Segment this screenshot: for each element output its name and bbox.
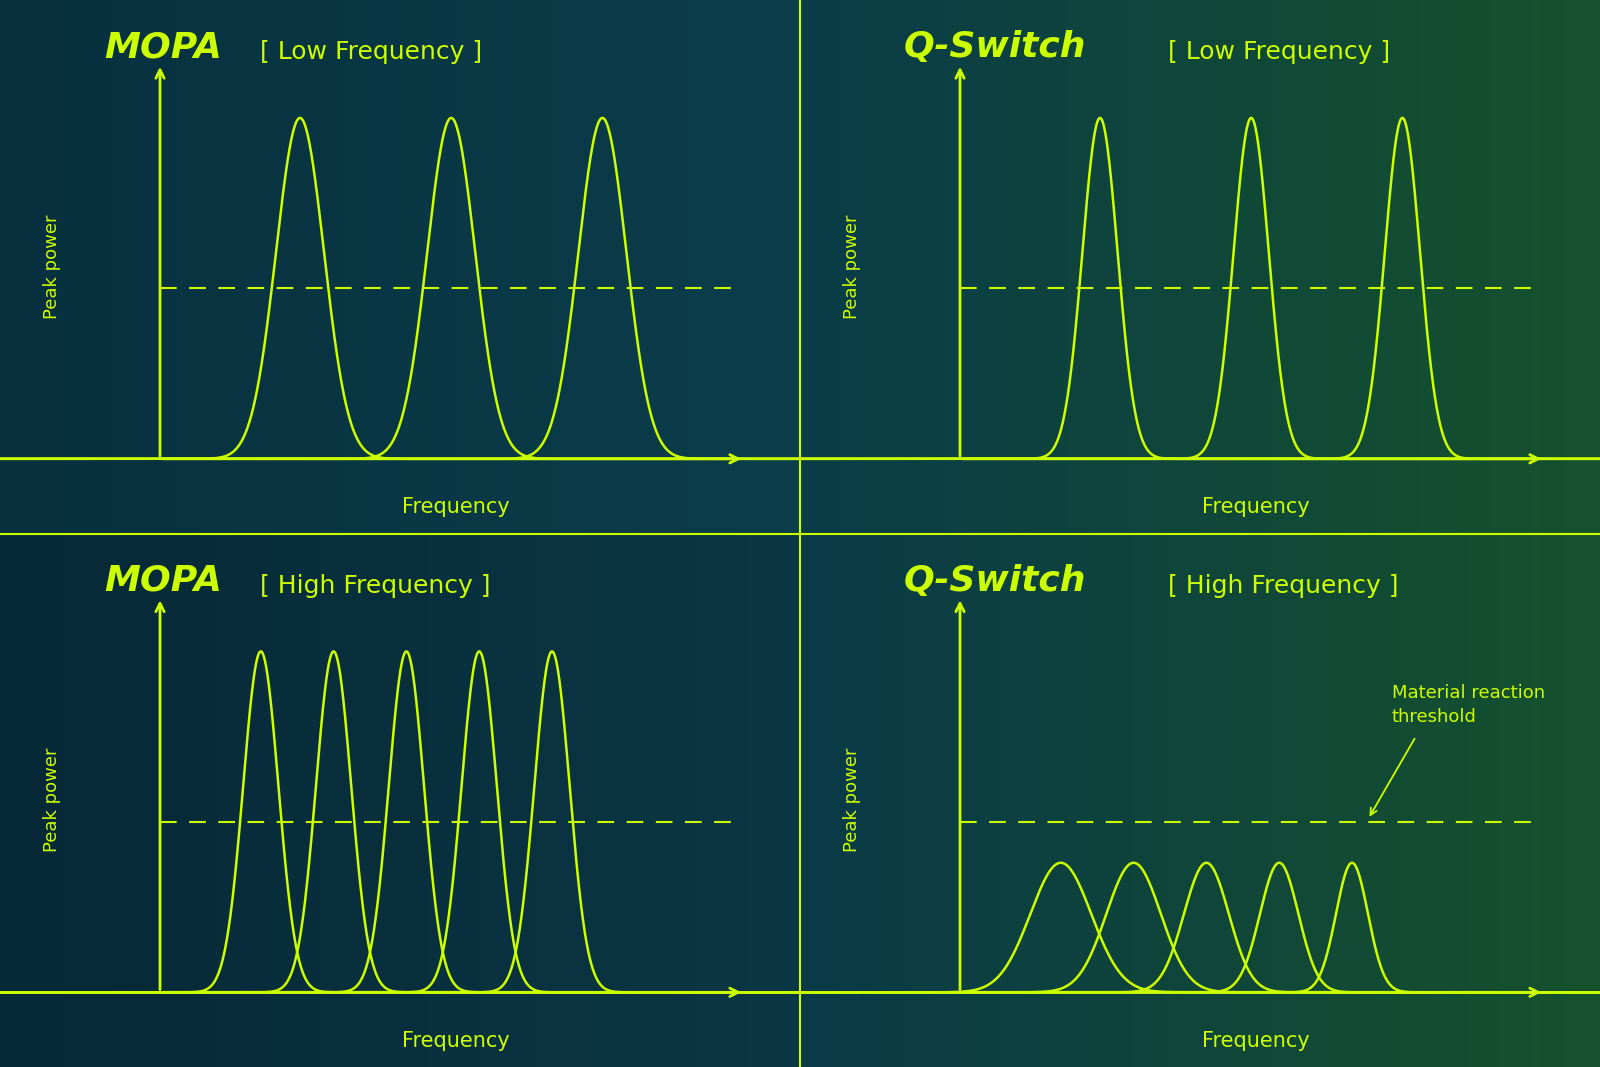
Text: Q-Switch: Q-Switch — [904, 563, 1086, 598]
Text: Frequency: Frequency — [402, 497, 510, 517]
Text: Peak power: Peak power — [43, 214, 61, 319]
Text: MOPA: MOPA — [104, 30, 222, 64]
Text: Peak power: Peak power — [843, 214, 861, 319]
Text: [ High Frequency ]: [ High Frequency ] — [1152, 574, 1398, 598]
Text: Peak power: Peak power — [43, 748, 61, 853]
Text: Q-Switch: Q-Switch — [904, 30, 1086, 64]
Text: [ High Frequency ]: [ High Frequency ] — [243, 574, 491, 598]
Text: Peak power: Peak power — [843, 748, 861, 853]
Text: Frequency: Frequency — [1202, 497, 1310, 517]
Text: [ Low Frequency ]: [ Low Frequency ] — [243, 41, 482, 64]
Text: Frequency: Frequency — [1202, 1031, 1310, 1051]
Text: [ Low Frequency ]: [ Low Frequency ] — [1152, 41, 1390, 64]
Text: Frequency: Frequency — [402, 1031, 510, 1051]
Text: Material reaction
threshold: Material reaction threshold — [1392, 684, 1546, 726]
Text: MOPA: MOPA — [104, 563, 222, 598]
